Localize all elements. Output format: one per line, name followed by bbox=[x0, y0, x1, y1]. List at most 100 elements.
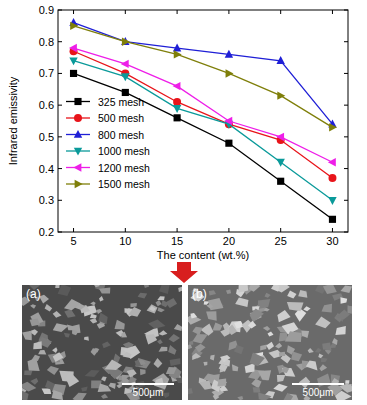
legend-label: 1200 mesh bbox=[98, 162, 150, 174]
sem-grain bbox=[98, 383, 112, 392]
y-tick-label: 0.7 bbox=[39, 67, 54, 79]
sem-grain bbox=[91, 348, 100, 356]
data-point bbox=[70, 70, 77, 77]
y-tick bbox=[58, 10, 62, 11]
sem-grain bbox=[84, 337, 89, 341]
sem-grain bbox=[64, 309, 75, 318]
sem-grain bbox=[213, 394, 220, 401]
sem-grain bbox=[220, 328, 230, 337]
data-point bbox=[277, 178, 284, 185]
sem-grain bbox=[158, 307, 165, 312]
sem-grain bbox=[213, 323, 223, 331]
data-point bbox=[328, 158, 336, 166]
sem-grain bbox=[298, 290, 307, 298]
x-tick-label: 25 bbox=[275, 235, 287, 247]
legend-marker bbox=[74, 114, 82, 122]
sem-grain bbox=[251, 379, 261, 389]
sem-grain bbox=[33, 341, 42, 349]
sem-grain bbox=[157, 296, 164, 300]
x-tick bbox=[73, 228, 74, 232]
sem-grain bbox=[42, 388, 52, 394]
sem-grain bbox=[203, 362, 207, 366]
sem-grain bbox=[192, 327, 202, 335]
figure: 510152025300.20.30.40.50.60.70.80.9The c… bbox=[0, 0, 367, 405]
sem-grain bbox=[102, 342, 111, 349]
sem-grain bbox=[159, 330, 168, 335]
legend-label: 325 mesh bbox=[98, 96, 144, 108]
sem-grain bbox=[271, 285, 279, 292]
sem-grain bbox=[105, 360, 122, 371]
sem-grain bbox=[166, 367, 177, 374]
sem-grain bbox=[170, 358, 181, 366]
sem-grain bbox=[165, 298, 177, 308]
sem-image bbox=[188, 285, 352, 400]
sem-grain bbox=[206, 304, 213, 309]
series-line bbox=[74, 48, 333, 162]
legend-marker bbox=[74, 148, 82, 156]
sem-grain bbox=[192, 353, 201, 360]
sem-grain bbox=[85, 370, 100, 377]
sem-grain bbox=[239, 285, 252, 292]
y-tick bbox=[58, 136, 62, 137]
data-point bbox=[174, 50, 182, 58]
sem-grain bbox=[273, 384, 287, 392]
sem-grain bbox=[308, 348, 314, 353]
sem-grain bbox=[144, 285, 150, 288]
arrow bbox=[170, 262, 198, 283]
data-point bbox=[121, 37, 129, 45]
sem-grain bbox=[279, 352, 285, 356]
sem-grain bbox=[176, 377, 182, 383]
y-tick-right bbox=[344, 200, 348, 201]
panel-label: (a) bbox=[26, 287, 41, 301]
sem-grain bbox=[315, 348, 322, 353]
sem-grain bbox=[101, 377, 107, 382]
x-tick bbox=[332, 228, 333, 232]
sem-grain bbox=[168, 345, 176, 355]
sem-grain bbox=[52, 390, 63, 400]
sem-grain bbox=[322, 304, 333, 313]
y-tick bbox=[58, 105, 62, 106]
data-point bbox=[225, 50, 233, 58]
sem-grain bbox=[339, 384, 352, 393]
scale-bar bbox=[122, 383, 174, 385]
x-tick-top bbox=[177, 10, 178, 14]
plot-area bbox=[69, 18, 337, 223]
sem-grain bbox=[323, 285, 337, 294]
sem-grain bbox=[159, 285, 170, 294]
sem-grain bbox=[199, 381, 212, 390]
sem-grain bbox=[318, 354, 323, 359]
x-tick bbox=[228, 228, 229, 232]
sem-grain bbox=[139, 360, 146, 365]
y-tick-right bbox=[344, 73, 348, 74]
sem-grain bbox=[64, 333, 70, 338]
sem-background bbox=[188, 285, 352, 400]
y-tick bbox=[58, 168, 62, 169]
sem-grain bbox=[287, 302, 304, 311]
data-point bbox=[277, 91, 285, 99]
y-tick-label: 0.4 bbox=[39, 163, 54, 175]
sem-grain bbox=[30, 304, 36, 308]
y-axis-title: Infrared emissivity bbox=[7, 76, 19, 165]
y-tick-right bbox=[344, 136, 348, 137]
sem-grain bbox=[195, 344, 206, 353]
x-axis-title: The content (wt.%) bbox=[157, 249, 249, 261]
sem-grain bbox=[147, 304, 158, 313]
y-tick-right bbox=[344, 232, 348, 233]
sem-grain bbox=[266, 342, 274, 350]
x-tick-label: 30 bbox=[326, 235, 338, 247]
data-point bbox=[121, 60, 129, 68]
panel-label: (b) bbox=[192, 287, 207, 301]
sem-grain bbox=[127, 369, 137, 377]
data-point bbox=[276, 159, 284, 167]
sem-grain bbox=[99, 288, 110, 294]
sem-grain bbox=[226, 289, 231, 294]
sem-grain bbox=[277, 310, 290, 322]
sem-grain bbox=[98, 312, 107, 324]
sem-grain bbox=[285, 331, 302, 342]
sem-grain bbox=[81, 386, 88, 391]
sem-grain bbox=[101, 394, 108, 399]
sem-grain bbox=[99, 296, 104, 302]
sem-grain bbox=[258, 393, 271, 401]
sem-grain bbox=[340, 297, 347, 304]
sem-grain bbox=[188, 388, 193, 395]
